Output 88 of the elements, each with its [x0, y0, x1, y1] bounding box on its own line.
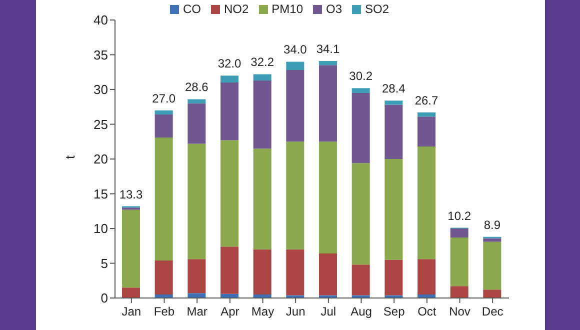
y-tick-label: 40	[94, 12, 108, 28]
bar	[352, 163, 370, 265]
bar	[319, 295, 337, 298]
y-tick-label: 5	[100, 256, 108, 271]
bar	[188, 99, 206, 104]
x-tick-label: Dec	[482, 304, 504, 319]
bar	[483, 242, 502, 290]
y-tick-label: 10	[94, 221, 108, 236]
total-label: 28.6	[184, 80, 209, 94]
bar	[286, 295, 304, 298]
bar	[384, 295, 403, 298]
bar	[188, 293, 206, 298]
x-tick-label: Mar	[186, 304, 208, 319]
legend-label: PM10	[272, 2, 303, 16]
bar	[220, 82, 238, 140]
x-tick-label: Sep	[383, 304, 406, 319]
bar	[483, 290, 502, 298]
bar	[220, 140, 238, 247]
bar	[450, 238, 468, 286]
y-tick-label: 0	[100, 290, 108, 306]
bar	[418, 116, 436, 146]
legend-label: O3	[326, 2, 342, 16]
x-tick-label: Feb	[154, 304, 175, 319]
bar	[319, 254, 337, 296]
x-tick-label: Nov	[449, 304, 470, 319]
y-tick-label: 20	[94, 152, 108, 167]
total-label: 28.4	[382, 82, 406, 96]
legend-label: CO	[182, 2, 201, 16]
bar	[286, 249, 304, 296]
x-tick-label: Oct	[418, 304, 437, 319]
y-axis-title: t	[62, 155, 78, 159]
total-label: 34.1	[316, 42, 340, 56]
bar	[154, 260, 173, 295]
bar	[319, 61, 337, 66]
total-label: 32.0	[218, 56, 242, 71]
bar	[352, 264, 370, 296]
y-tick-label: 15	[94, 186, 108, 202]
bar	[352, 88, 370, 93]
bar	[220, 76, 238, 83]
total-label: 30.2	[349, 69, 373, 84]
bar	[188, 259, 206, 294]
y-tick-label: 35	[94, 47, 108, 62]
bar	[418, 146, 436, 260]
bar	[122, 288, 140, 298]
legend-label: NO2	[224, 2, 249, 16]
bar	[154, 110, 173, 115]
bar	[154, 114, 173, 138]
bar	[384, 104, 403, 159]
legend-label: SO2	[365, 2, 390, 16]
total-label: 13.3	[119, 187, 143, 202]
bar	[253, 148, 272, 250]
total-label: 27.0	[152, 91, 176, 106]
bar	[352, 295, 370, 298]
bar	[253, 74, 272, 80]
bar	[384, 100, 403, 105]
bar	[450, 228, 468, 238]
total-label: 8.9	[484, 218, 501, 232]
bar	[122, 210, 140, 288]
bar	[253, 80, 272, 149]
total-label: 34.0	[283, 42, 308, 57]
x-tick-label: Jul	[320, 304, 336, 319]
x-tick-label: May	[251, 304, 274, 319]
bar	[286, 62, 304, 70]
bar	[286, 142, 304, 250]
bar	[286, 70, 304, 142]
x-tick-label: Jan	[122, 304, 142, 319]
bar	[319, 142, 337, 254]
total-label: 32.2	[250, 55, 274, 70]
bar	[450, 286, 468, 298]
bar	[154, 137, 173, 260]
total-label: 26.7	[414, 93, 438, 108]
bar	[384, 159, 403, 260]
x-tick-label: Aug	[350, 304, 372, 319]
bar	[418, 112, 436, 117]
bar	[483, 238, 502, 242]
x-tick-label: Jun	[286, 304, 306, 319]
bar	[188, 144, 206, 260]
bar	[253, 249, 272, 295]
bar	[220, 246, 238, 294]
y-tick-label: 25	[94, 116, 108, 132]
bar	[319, 65, 337, 142]
x-tick-label: Apr	[220, 304, 240, 319]
bar	[352, 92, 370, 164]
total-label: 10.2	[448, 208, 472, 223]
bar	[418, 259, 436, 295]
bar	[384, 260, 403, 296]
bar	[188, 103, 206, 144]
y-tick-label: 30	[94, 82, 108, 98]
